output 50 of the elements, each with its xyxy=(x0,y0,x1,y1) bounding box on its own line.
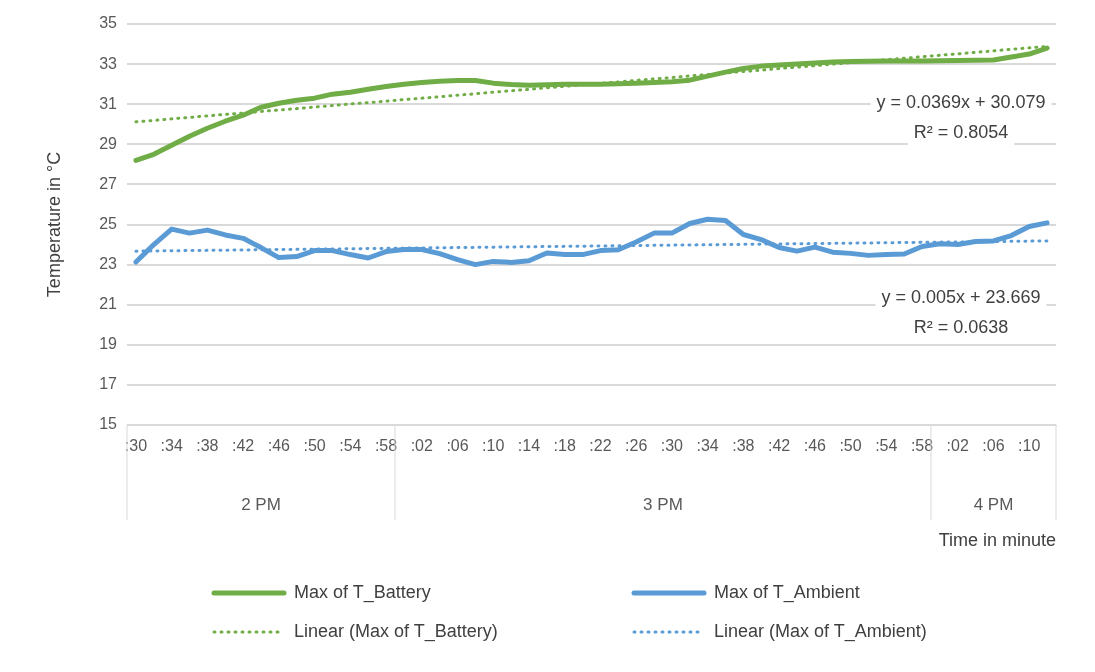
y-tick-label: 25 xyxy=(99,214,118,232)
x-tick-label: :02 xyxy=(946,437,969,455)
x-tick-label: :50 xyxy=(303,437,326,455)
annotation: y = 0.005x + 23.669 xyxy=(881,286,1041,307)
x-tick-label: :10 xyxy=(482,437,505,455)
x-tick-label: :58 xyxy=(374,437,398,455)
x-tick-label: :18 xyxy=(553,437,576,455)
x-tick-label: :38 xyxy=(196,437,219,455)
y-tick-label: 19 xyxy=(99,335,118,353)
legend-label: Max of T_Ambient xyxy=(714,582,860,603)
y-tick-label: 15 xyxy=(99,415,118,433)
x-tick-label: :58 xyxy=(910,437,934,455)
x-tick-label: :34 xyxy=(160,437,183,455)
text: 2 PM xyxy=(241,494,281,514)
x-tick-label: :06 xyxy=(446,437,469,455)
y-tick-label: 31 xyxy=(99,94,118,112)
annotation: R² = 0.0638 xyxy=(913,316,1009,337)
x-tick-label: :10 xyxy=(1018,437,1041,455)
annotation: R² = 0.8054 xyxy=(913,122,1009,143)
y-tick-label: 29 xyxy=(99,134,118,152)
x-tick-label: :30 xyxy=(660,437,684,455)
y-tick-label: 27 xyxy=(99,174,118,192)
x-tick-label: :22 xyxy=(589,437,612,455)
x-tick-label: :46 xyxy=(267,437,291,455)
text: 3 PM xyxy=(643,494,683,514)
x-tick-label: :42 xyxy=(232,437,255,455)
x-tick-label: :02 xyxy=(410,437,433,455)
x-tick-label: :30 xyxy=(124,437,148,455)
y-tick-label: 21 xyxy=(99,295,118,313)
y-axis-title: Temperature in °C xyxy=(43,151,64,298)
x-tick-label: :06 xyxy=(982,437,1005,455)
x-tick-label: :46 xyxy=(803,437,827,455)
legend-label: Linear (Max of T_Ambient) xyxy=(714,621,927,642)
y-tick-label: 35 xyxy=(99,14,118,32)
x-tick-label: :54 xyxy=(875,437,898,455)
y-tick-label: 17 xyxy=(99,375,118,393)
x-tick-label: :14 xyxy=(517,437,541,455)
legend-label: Linear (Max of T_Battery) xyxy=(294,621,498,642)
annotation: y = 0.0369x + 30.079 xyxy=(876,92,1046,113)
x-axis-title: Time in minute xyxy=(938,530,1056,551)
y-tick-label: 33 xyxy=(99,54,118,72)
y-tick-label: 23 xyxy=(99,255,118,273)
x-tick-label: :50 xyxy=(839,437,862,455)
x-tick-label: :38 xyxy=(732,437,755,455)
x-tick-label: :34 xyxy=(696,437,719,455)
x-tick-label: :42 xyxy=(767,437,791,455)
legend-label: Max of T_Battery xyxy=(294,582,431,603)
x-tick-label: :54 xyxy=(339,437,362,455)
text: 4 PM xyxy=(973,494,1014,514)
x-tick-label: :26 xyxy=(625,437,648,455)
